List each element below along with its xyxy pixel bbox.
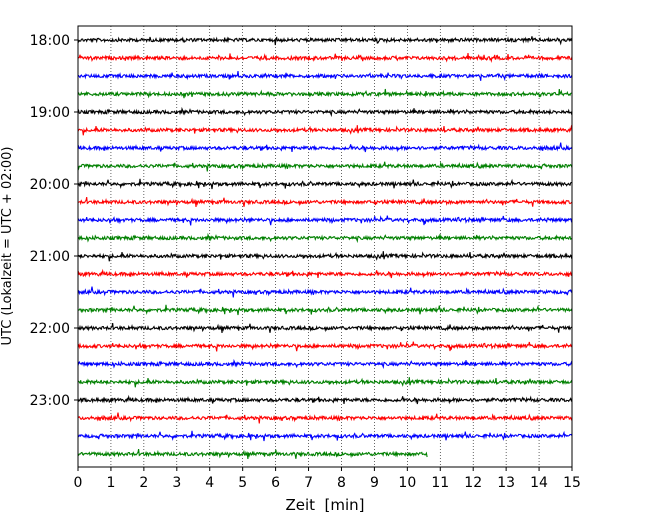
y-tick-label: 18:00: [30, 33, 70, 49]
axes: 0 1 2 3 4 5 6 7 8 9 10 11 12 13 14 1518:0019:0020:0021:…: [30, 25, 581, 491]
trace-series: [77, 341, 573, 352]
y-tick-label: 20:00: [30, 177, 70, 193]
trace-series: [77, 178, 572, 190]
x-axis-label: Zeit [min]: [285, 496, 364, 514]
y-axis-label: UTC (Lokalzeit = UTC + 02:00): [0, 147, 15, 346]
trace-series: [77, 358, 573, 370]
x-tick-label: 6: [271, 475, 280, 491]
x-tick-label: 2: [139, 475, 148, 491]
trace-series: [77, 161, 573, 172]
plot-frame: [77, 25, 573, 468]
y-tick-label: 22:00: [30, 321, 70, 337]
x-tick-label: 5: [238, 475, 247, 491]
trace-series: [77, 286, 573, 298]
trace-series: [77, 268, 572, 279]
trace-series: [77, 412, 573, 424]
x-tick-label: 7: [304, 475, 313, 491]
x-tick-label: 8: [337, 475, 346, 491]
x-tick-label: 1: [106, 475, 115, 491]
x-tick-label: 0: [74, 475, 83, 491]
trace-series: [77, 36, 573, 46]
trace-series: [77, 106, 573, 118]
y-tick-label: 23:00: [30, 393, 70, 409]
y-tick-label: 21:00: [30, 249, 70, 265]
x-tick-label: 9: [370, 475, 379, 491]
y-tick-label: 19:00: [30, 105, 70, 121]
trace-series: [77, 215, 573, 226]
trace-series: [77, 304, 573, 316]
trace-series: [77, 430, 573, 442]
trace-series: [77, 449, 428, 459]
x-tick-label: 15: [563, 475, 581, 491]
trace-series: [77, 196, 573, 207]
trace-series: [77, 232, 573, 244]
x-tick-label: 10: [398, 475, 416, 491]
trace-series: [77, 71, 573, 82]
trace-series: [77, 251, 573, 262]
x-tick-label: 13: [497, 475, 515, 491]
trace-series: [77, 124, 573, 136]
x-tick-label: 11: [431, 475, 449, 491]
traces: [77, 36, 573, 459]
trace-series: [77, 142, 573, 153]
trace-series: [77, 394, 573, 405]
x-tick-label: 14: [530, 475, 548, 491]
trace-series: [77, 88, 573, 99]
trace-series: [78, 377, 573, 388]
trace-series: [77, 53, 573, 63]
x-tick-label: 12: [464, 475, 482, 491]
trace-series: [77, 322, 573, 333]
x-tick-label: 3: [172, 475, 181, 491]
x-tick-label: 4: [205, 475, 214, 491]
